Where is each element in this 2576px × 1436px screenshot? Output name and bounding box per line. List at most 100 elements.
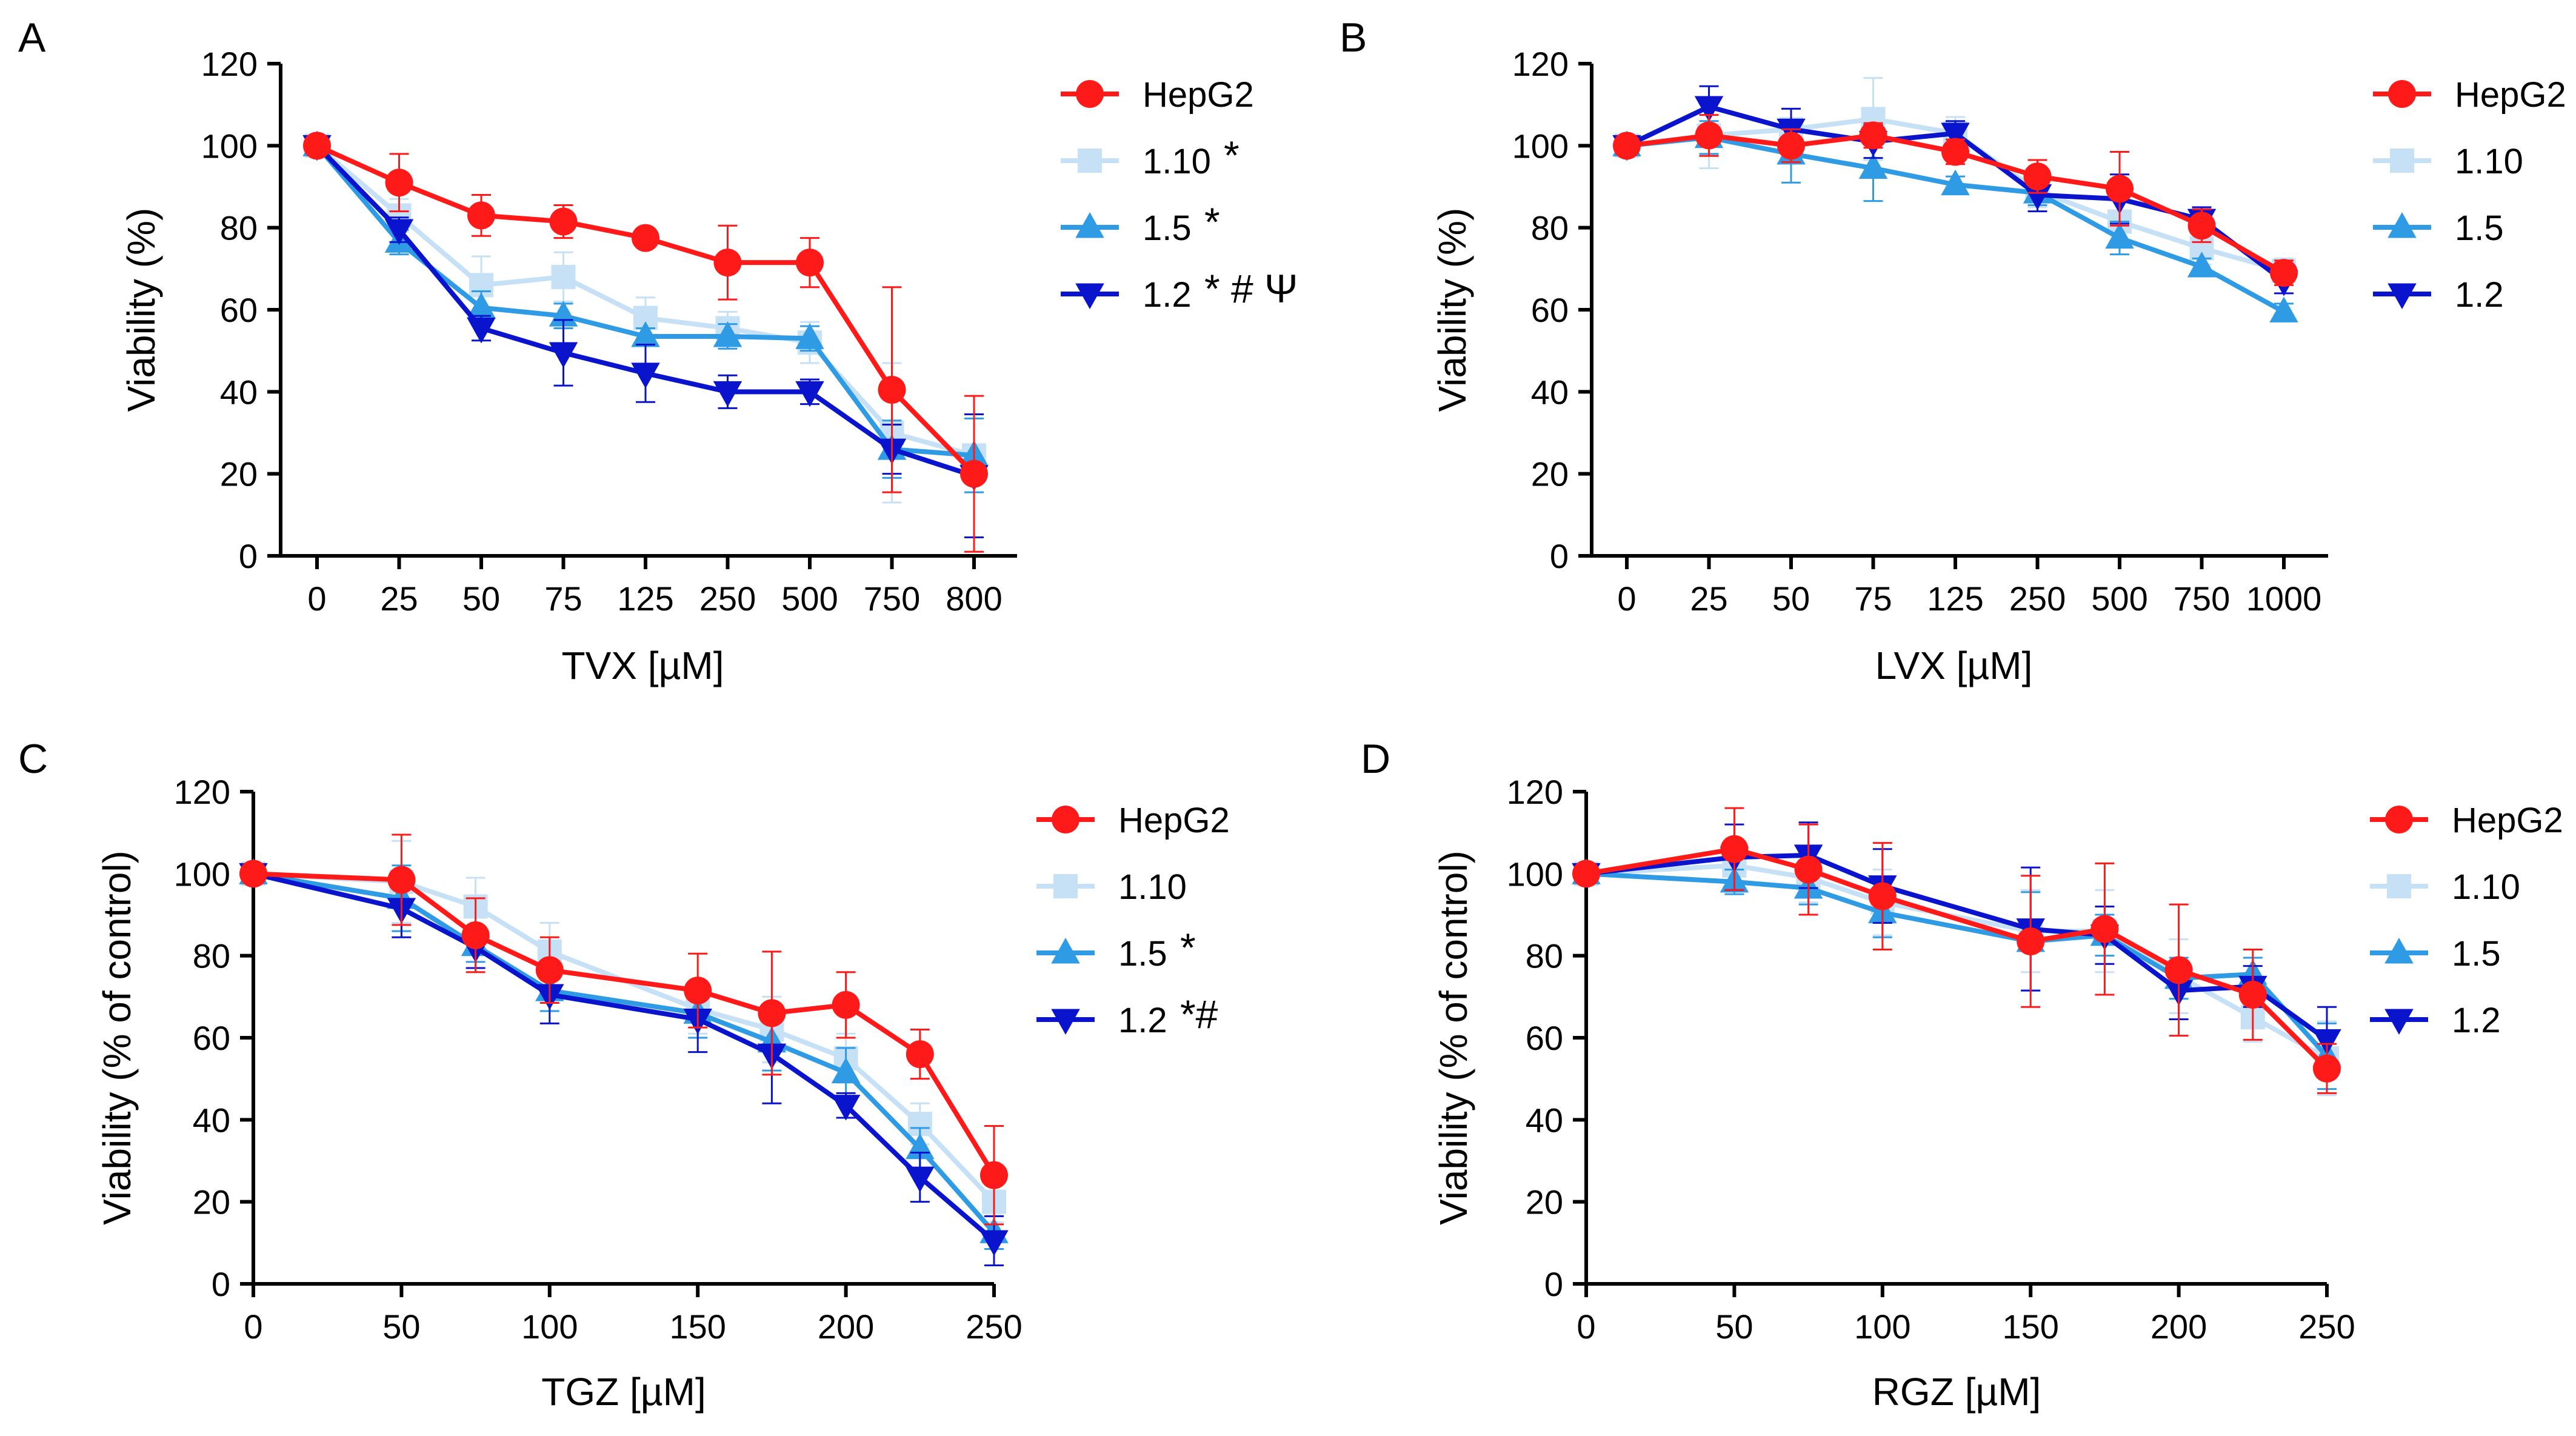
x-tick-label: 125 xyxy=(1927,579,1983,618)
y-tick-label: 120 xyxy=(174,773,230,811)
series-HepG2 xyxy=(239,833,1008,1226)
y-tick-label: 80 xyxy=(1531,209,1569,247)
legend-label: HepG2 xyxy=(1118,801,1230,840)
data-point xyxy=(795,381,824,407)
data-point xyxy=(631,362,660,389)
data-point xyxy=(535,956,564,984)
x-tick-label: 500 xyxy=(2091,579,2147,618)
data-point xyxy=(906,1040,934,1069)
data-point xyxy=(795,323,824,349)
x-axis-title: TGZ [µM] xyxy=(541,1370,706,1414)
data-point xyxy=(2017,927,2045,955)
series-line xyxy=(253,871,996,1235)
data-point xyxy=(684,977,712,1005)
x-tick-label: 0 xyxy=(1577,1307,1595,1346)
legend-label: 1.5 xyxy=(1143,209,1192,248)
data-point xyxy=(1859,121,1887,150)
legend-label: 1.10 xyxy=(2452,867,2520,907)
legend-marker xyxy=(2384,938,2414,964)
legend-label: HepG2 xyxy=(1143,75,1254,115)
data-point xyxy=(831,1057,861,1084)
series-line xyxy=(1586,871,2329,1058)
data-point xyxy=(1572,860,1600,888)
data-point xyxy=(979,1230,1009,1256)
y-tick-label: 100 xyxy=(174,855,230,893)
x-tick-label: 75 xyxy=(544,579,582,618)
legend-label: HepG2 xyxy=(2452,801,2563,840)
legend-label: 1.5 xyxy=(2452,934,2501,973)
data-point xyxy=(2187,212,2216,240)
data-point xyxy=(461,921,490,949)
data-point xyxy=(632,224,659,252)
y-tick-label: 80 xyxy=(1526,937,1563,975)
data-point xyxy=(1868,882,1897,910)
series-1-2 xyxy=(239,863,1009,1267)
legend: HepG2 1.10 * 1.5 * 1.2 * # Ψ xyxy=(1061,75,1298,315)
y-tick-label: 20 xyxy=(1526,1183,1563,1221)
data-point xyxy=(1941,122,1970,149)
legend-label: 1.10 xyxy=(1118,867,1187,907)
data-point xyxy=(2187,251,2217,278)
data-point xyxy=(907,1112,932,1137)
legend-marker xyxy=(1076,80,1104,108)
data-point xyxy=(2312,1029,2341,1055)
legend-marker xyxy=(2387,212,2417,238)
legend-item: 1.2 *# xyxy=(1036,992,1218,1040)
legend-item: 1.10 * xyxy=(1061,133,1240,181)
y-axis-title: Viability (% of control) xyxy=(1432,850,1475,1225)
y-tick-label: 60 xyxy=(1526,1019,1563,1057)
data-point xyxy=(831,1095,861,1121)
x-tick-label: 0 xyxy=(244,1307,262,1346)
panel-letter: B xyxy=(1340,15,1367,61)
legend-marker xyxy=(1051,1009,1080,1035)
data-point xyxy=(467,317,496,344)
y-tick-label: 100 xyxy=(1512,127,1569,165)
data-point xyxy=(1720,835,1749,863)
x-tick-label: 500 xyxy=(781,579,838,618)
legend-item: 1.5 xyxy=(2370,934,2501,973)
legend: HepG2 1.10 1.5 1.2 xyxy=(2373,75,2566,315)
panel-C: C 0 20 40 60 80 100 120 0 50 100 150 200 250 TGZ [µM] V… xyxy=(18,736,1230,1414)
x-tick-label: 100 xyxy=(521,1307,578,1346)
legend-marker xyxy=(1078,149,1102,173)
x-tick-label: 150 xyxy=(2002,1307,2058,1346)
legend-marker xyxy=(1075,283,1104,309)
x-tick-label: 750 xyxy=(2174,579,2230,618)
legend-label: 1.2 xyxy=(2455,275,2504,315)
data-point xyxy=(2090,915,2119,943)
data-point xyxy=(239,860,267,888)
legend-item: 1.2 xyxy=(2373,275,2504,315)
y-tick-label: 40 xyxy=(1531,373,1569,411)
y-axis-title: Viability (%) xyxy=(119,208,163,412)
y-tick-label: 80 xyxy=(193,937,230,975)
data-point xyxy=(2270,259,2298,287)
data-point xyxy=(1858,153,1888,179)
x-axis-title: LVX [µM] xyxy=(1875,644,2033,687)
y-tick-label: 0 xyxy=(212,1265,230,1303)
legend: HepG2 1.10 1.5 * 1.2 *# xyxy=(1036,801,1230,1040)
x-tick-label: 200 xyxy=(2151,1307,2207,1346)
y-tick-label: 60 xyxy=(220,291,258,329)
legend-marker xyxy=(1052,806,1079,833)
data-point xyxy=(384,219,414,245)
data-point xyxy=(385,169,413,197)
data-point xyxy=(2313,1054,2341,1083)
data-point xyxy=(303,132,331,160)
legend-item: 1.10 xyxy=(1036,867,1187,907)
legend-item: 1.2 * # Ψ xyxy=(1061,266,1298,315)
series-line xyxy=(253,871,996,1177)
legend-marker xyxy=(1075,212,1104,238)
y-tick-label: 0 xyxy=(239,537,258,575)
panel-letter: C xyxy=(18,736,48,782)
data-point xyxy=(1695,121,1723,150)
legend-marker xyxy=(1053,874,1078,898)
y-tick-label: 40 xyxy=(1526,1101,1563,1139)
y-tick-label: 0 xyxy=(1550,537,1569,575)
data-point xyxy=(906,1166,935,1193)
data-point xyxy=(713,381,742,407)
data-point xyxy=(878,375,906,404)
x-tick-label: 200 xyxy=(818,1307,874,1346)
data-point xyxy=(796,249,824,277)
panel-letter: D xyxy=(1361,736,1390,782)
